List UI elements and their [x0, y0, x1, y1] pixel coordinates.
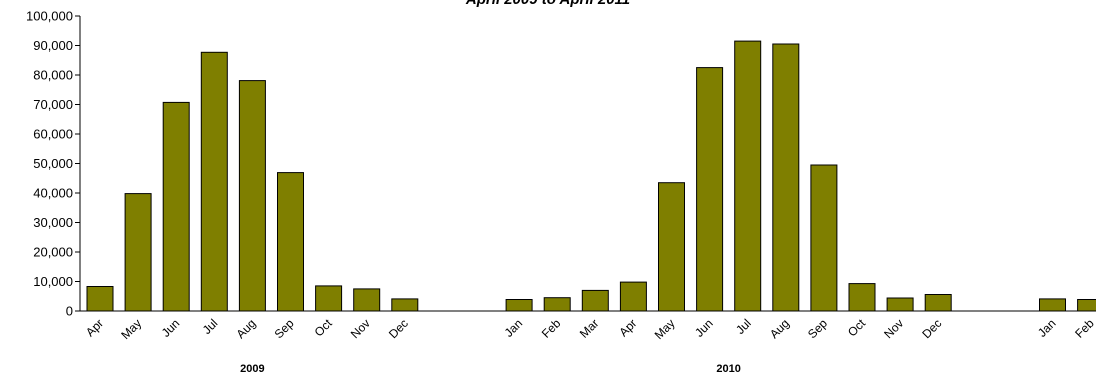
bar-2010-jan — [505, 299, 533, 312]
bar-2009-may — [124, 193, 152, 312]
group-labels: 200920102011 — [240, 363, 741, 375]
x-tick-label: Nov — [881, 316, 906, 341]
y-tick-label: 10,000 — [33, 274, 73, 289]
bar-2010-aug — [772, 43, 800, 312]
bar-2009-dec — [391, 298, 419, 312]
bar-2009-sep — [277, 172, 304, 312]
bar-2009-oct — [315, 285, 343, 312]
bars-layer — [86, 40, 1096, 312]
y-tick-label: 0 — [66, 304, 73, 319]
bar-2011-feb — [1077, 299, 1096, 312]
x-tick-label: Aug — [767, 316, 792, 341]
x-tick-label: Sep — [805, 316, 830, 341]
y-tick-label: 40,000 — [33, 186, 73, 201]
y-axis-ticks: 0 10,000 20,000 30,000 40,000 50,000 60,000 70,… — [26, 9, 80, 319]
bar-2009-apr — [86, 286, 114, 312]
bar-2009-aug — [238, 80, 266, 312]
x-tick-label: Oct — [312, 316, 336, 340]
y-tick-label: 100,000 — [26, 9, 73, 24]
x-tick-label: Feb — [539, 316, 564, 341]
x-tick-label: May — [118, 316, 144, 342]
x-tick-label: Jan — [502, 316, 526, 340]
bar-2010-nov — [886, 297, 914, 312]
y-tick-label: 30,000 — [33, 215, 73, 230]
x-tick-label: May — [652, 316, 678, 342]
bar-2010-jun — [696, 67, 724, 312]
x-tick-label: Sep — [272, 316, 297, 341]
x-tick-label: Jan — [1035, 316, 1059, 340]
bar-2011-jan — [1039, 298, 1066, 312]
bar-2010-oct — [848, 283, 876, 312]
bar-2009-nov — [353, 288, 381, 312]
group-label-2010: 2010 — [716, 363, 740, 375]
y-tick-label: 70,000 — [33, 97, 73, 112]
y-tick-label: 50,000 — [33, 156, 73, 171]
x-tick-label: Dec — [919, 316, 944, 341]
x-tick-label: Jun — [692, 316, 716, 340]
chart-title: April 2009 to April 2011 — [465, 0, 630, 8]
y-tick-label: 60,000 — [33, 127, 73, 142]
y-tick-label: 80,000 — [33, 68, 73, 83]
x-tick-label: Jun — [159, 316, 183, 340]
bar-2010-apr — [619, 281, 647, 312]
x-tick-label: Apr — [83, 316, 106, 339]
x-tick-label: Apr — [616, 316, 639, 339]
bar-2010-jul — [734, 40, 762, 312]
x-tick-label: Oct — [845, 316, 869, 340]
x-tick-label: Aug — [234, 316, 259, 341]
group-label-2009: 2009 — [240, 363, 264, 375]
bar-2010-may — [658, 182, 685, 312]
x-axis-labels: Apr May Jun Jul Aug Sep Oct Nov Dec Jan Feb Mar Apr M… — [83, 316, 1096, 342]
bar-2010-sep — [810, 164, 838, 312]
bar-2010-mar — [581, 289, 609, 312]
x-tick-label: Jul — [733, 316, 754, 337]
bar-2010-dec — [924, 294, 952, 312]
bar-2009-jul — [200, 51, 228, 312]
x-tick-label: Dec — [386, 316, 411, 341]
x-tick-label: Nov — [348, 316, 373, 341]
bar-2010-feb — [543, 297, 571, 312]
y-tick-label: 90,000 — [33, 38, 73, 53]
x-tick-label: Mar — [577, 316, 602, 341]
y-tick-label: 20,000 — [33, 245, 73, 260]
bar-2009-jun — [162, 101, 190, 312]
x-tick-label: Feb — [1072, 316, 1096, 341]
x-tick-label: Jul — [200, 316, 221, 337]
